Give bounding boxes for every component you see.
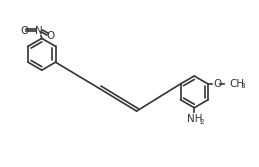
Text: 2: 2 [199, 119, 204, 125]
Text: O: O [20, 26, 28, 36]
Text: NH: NH [186, 114, 202, 124]
Text: O: O [47, 31, 55, 41]
Text: N: N [34, 26, 42, 36]
Text: CH: CH [230, 79, 245, 89]
Text: 3: 3 [240, 84, 244, 89]
Text: O: O [213, 79, 221, 89]
